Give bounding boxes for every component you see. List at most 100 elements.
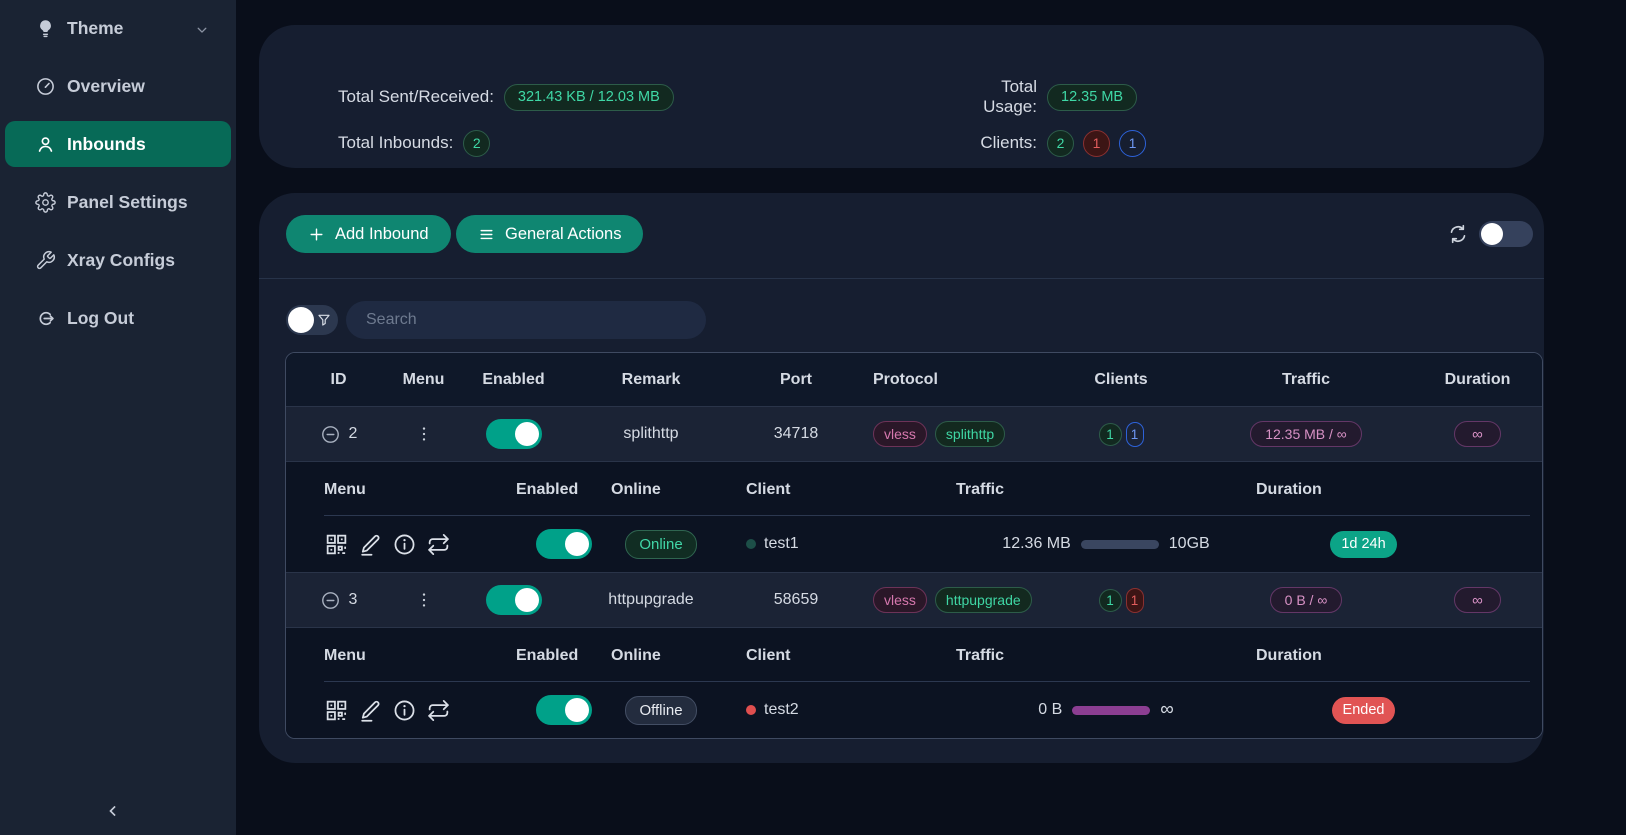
client-row-test1: Online test1 12.36 MB 10GB 1d 24h [286,516,1542,572]
collapse-row-icon[interactable] [320,424,341,445]
cell-enabled [456,585,571,615]
inbound-enabled-toggle[interactable] [485,585,542,615]
client-online-cell: Offline [611,695,711,725]
clients-deactive-badge: 1 [1083,129,1110,157]
subcol-header-menu: Menu [324,481,366,498]
edit-icon[interactable] [358,532,383,557]
client-count-online-badge: 1 [1125,421,1144,447]
qr-code-icon[interactable] [324,698,349,723]
collapse-row-icon[interactable] [320,590,341,611]
col-header-duration: Duration [1444,371,1511,388]
client-enabled-toggle[interactable] [535,529,592,559]
cell-enabled [456,419,571,449]
inbound-enabled-toggle[interactable] [485,419,542,449]
client-name-cell: test2 [711,701,956,719]
filter-toggle[interactable] [286,305,338,335]
table-row-inbound-3[interactable]: 3 httpupgrade 58659 vless httpupgrad [286,572,1542,627]
sidebar-collapse-chevron-left-icon[interactable] [103,801,123,821]
client-status-dot [746,539,756,549]
cell-traffic: 12.35 MB / ∞ [1201,421,1411,447]
client-duration-badge: Ended [1331,696,1396,724]
table-row-inbound-2[interactable]: 2 splithttp 34718 vless splithttp [286,406,1542,461]
subcol-header-traffic: Traffic [956,647,1005,664]
traffic-progress-bar [1080,539,1159,549]
cell-duration: ∞ [1411,587,1542,613]
row-menu-dots-icon[interactable] [414,424,434,444]
sidebar-item-xray-configs[interactable]: Xray Configs [5,237,231,283]
traffic-progress-bar [1072,705,1151,715]
chevron-down-icon [195,21,209,35]
client-count-deactive-badge: 1 [1125,587,1144,613]
traffic-used: 0 B [1038,701,1063,718]
search-input[interactable] [346,301,706,339]
main-content: Total Sent/Received: 321.43 KB / 12.03 M… [236,0,1626,835]
protocol-badge: vless [873,421,927,447]
info-icon[interactable] [392,532,417,557]
subcol-header-online: Online [611,481,661,498]
dashboard-icon [34,75,56,97]
plus-icon [310,227,323,241]
cell-port: 34718 [773,425,819,442]
subcol-header-duration: Duration [1256,481,1322,498]
sidebar-item-label: Theme [67,17,124,38]
sidebar-item-log-out[interactable]: Log Out [5,295,231,341]
filter-funnel-icon [316,312,332,328]
col-header-protocol: Protocol [873,371,938,388]
info-icon[interactable] [392,698,417,723]
cell-id: 2 [286,424,391,445]
subcol-header-menu: Menu [324,647,366,664]
duration-badge: ∞ [1454,421,1501,447]
online-status-badge: Online [625,529,697,559]
general-actions-label: General Actions [505,224,622,243]
client-enabled-cell [516,529,611,559]
reset-traffic-icon[interactable] [426,698,451,723]
subcol-header-enabled: Enabled [516,647,579,664]
offline-status-badge: Offline [625,695,697,725]
transport-badge: splithttp [934,421,1006,447]
inbounds-panel-card: Add Inbound General Actions [259,193,1544,763]
client-count-active-badge: 1 [1098,422,1122,446]
stat-label: Total Inbounds: [338,133,454,152]
cell-id: 3 [286,590,391,611]
duration-badge: ∞ [1454,587,1501,613]
client-online-cell: Online [611,529,711,559]
cell-clients: 1 1 [1041,421,1201,447]
reset-traffic-icon[interactable] [426,532,451,557]
lightbulb-icon [34,17,56,39]
row-menu-dots-icon[interactable] [414,590,434,610]
edit-icon[interactable] [358,698,383,723]
inbound-id: 2 [348,425,358,442]
stat-sent-received-badge: 321.43 KB / 12.03 MB [503,83,674,111]
traffic-used: 12.36 MB [1002,535,1071,552]
sidebar-item-theme[interactable]: Theme [5,5,231,51]
col-header-clients: Clients [1094,371,1148,388]
sidebar: Theme Overview Inbounds Panel Settings [0,0,236,835]
refresh-icon[interactable] [1447,223,1469,245]
subcol-header-duration: Duration [1256,647,1322,664]
client-name: test1 [764,535,799,552]
client-enabled-toggle[interactable] [535,695,592,725]
client-subtable-header: Menu Enabled Online Client Traffic Durat… [286,627,1542,682]
inbound-id: 3 [348,591,358,608]
cell-duration: ∞ [1411,421,1542,447]
menu-lines-icon [480,229,493,239]
sidebar-item-overview[interactable]: Overview [5,63,231,109]
traffic-total: ∞ [1160,699,1174,720]
stat-label: Total Sent/Received: [338,87,494,106]
add-inbound-button[interactable]: Add Inbound [286,215,451,253]
general-actions-button[interactable]: General Actions [456,215,644,253]
col-header-remark: Remark [621,371,681,388]
cell-menu [391,424,456,444]
cell-protocol: vless httpupgrade [861,587,1041,613]
cell-traffic: 0 B / ∞ [1201,587,1411,613]
table-header-row: ID Menu Enabled Remark Port Protocol Cli… [286,353,1542,406]
stat-total-usage: Total Usage: 12.35 MB [943,77,1138,116]
auto-refresh-toggle[interactable] [1479,221,1533,247]
qr-code-icon[interactable] [324,532,349,557]
client-duration-cell: 1d 24h [1256,530,1471,558]
sidebar-item-panel-settings[interactable]: Panel Settings [5,179,231,225]
clients-online-badge: 1 [1119,129,1146,157]
sidebar-item-label: Overview [67,75,145,96]
stat-total-inbounds: Total Inbounds: 2 [338,128,491,158]
sidebar-item-inbounds[interactable]: Inbounds [5,121,231,167]
